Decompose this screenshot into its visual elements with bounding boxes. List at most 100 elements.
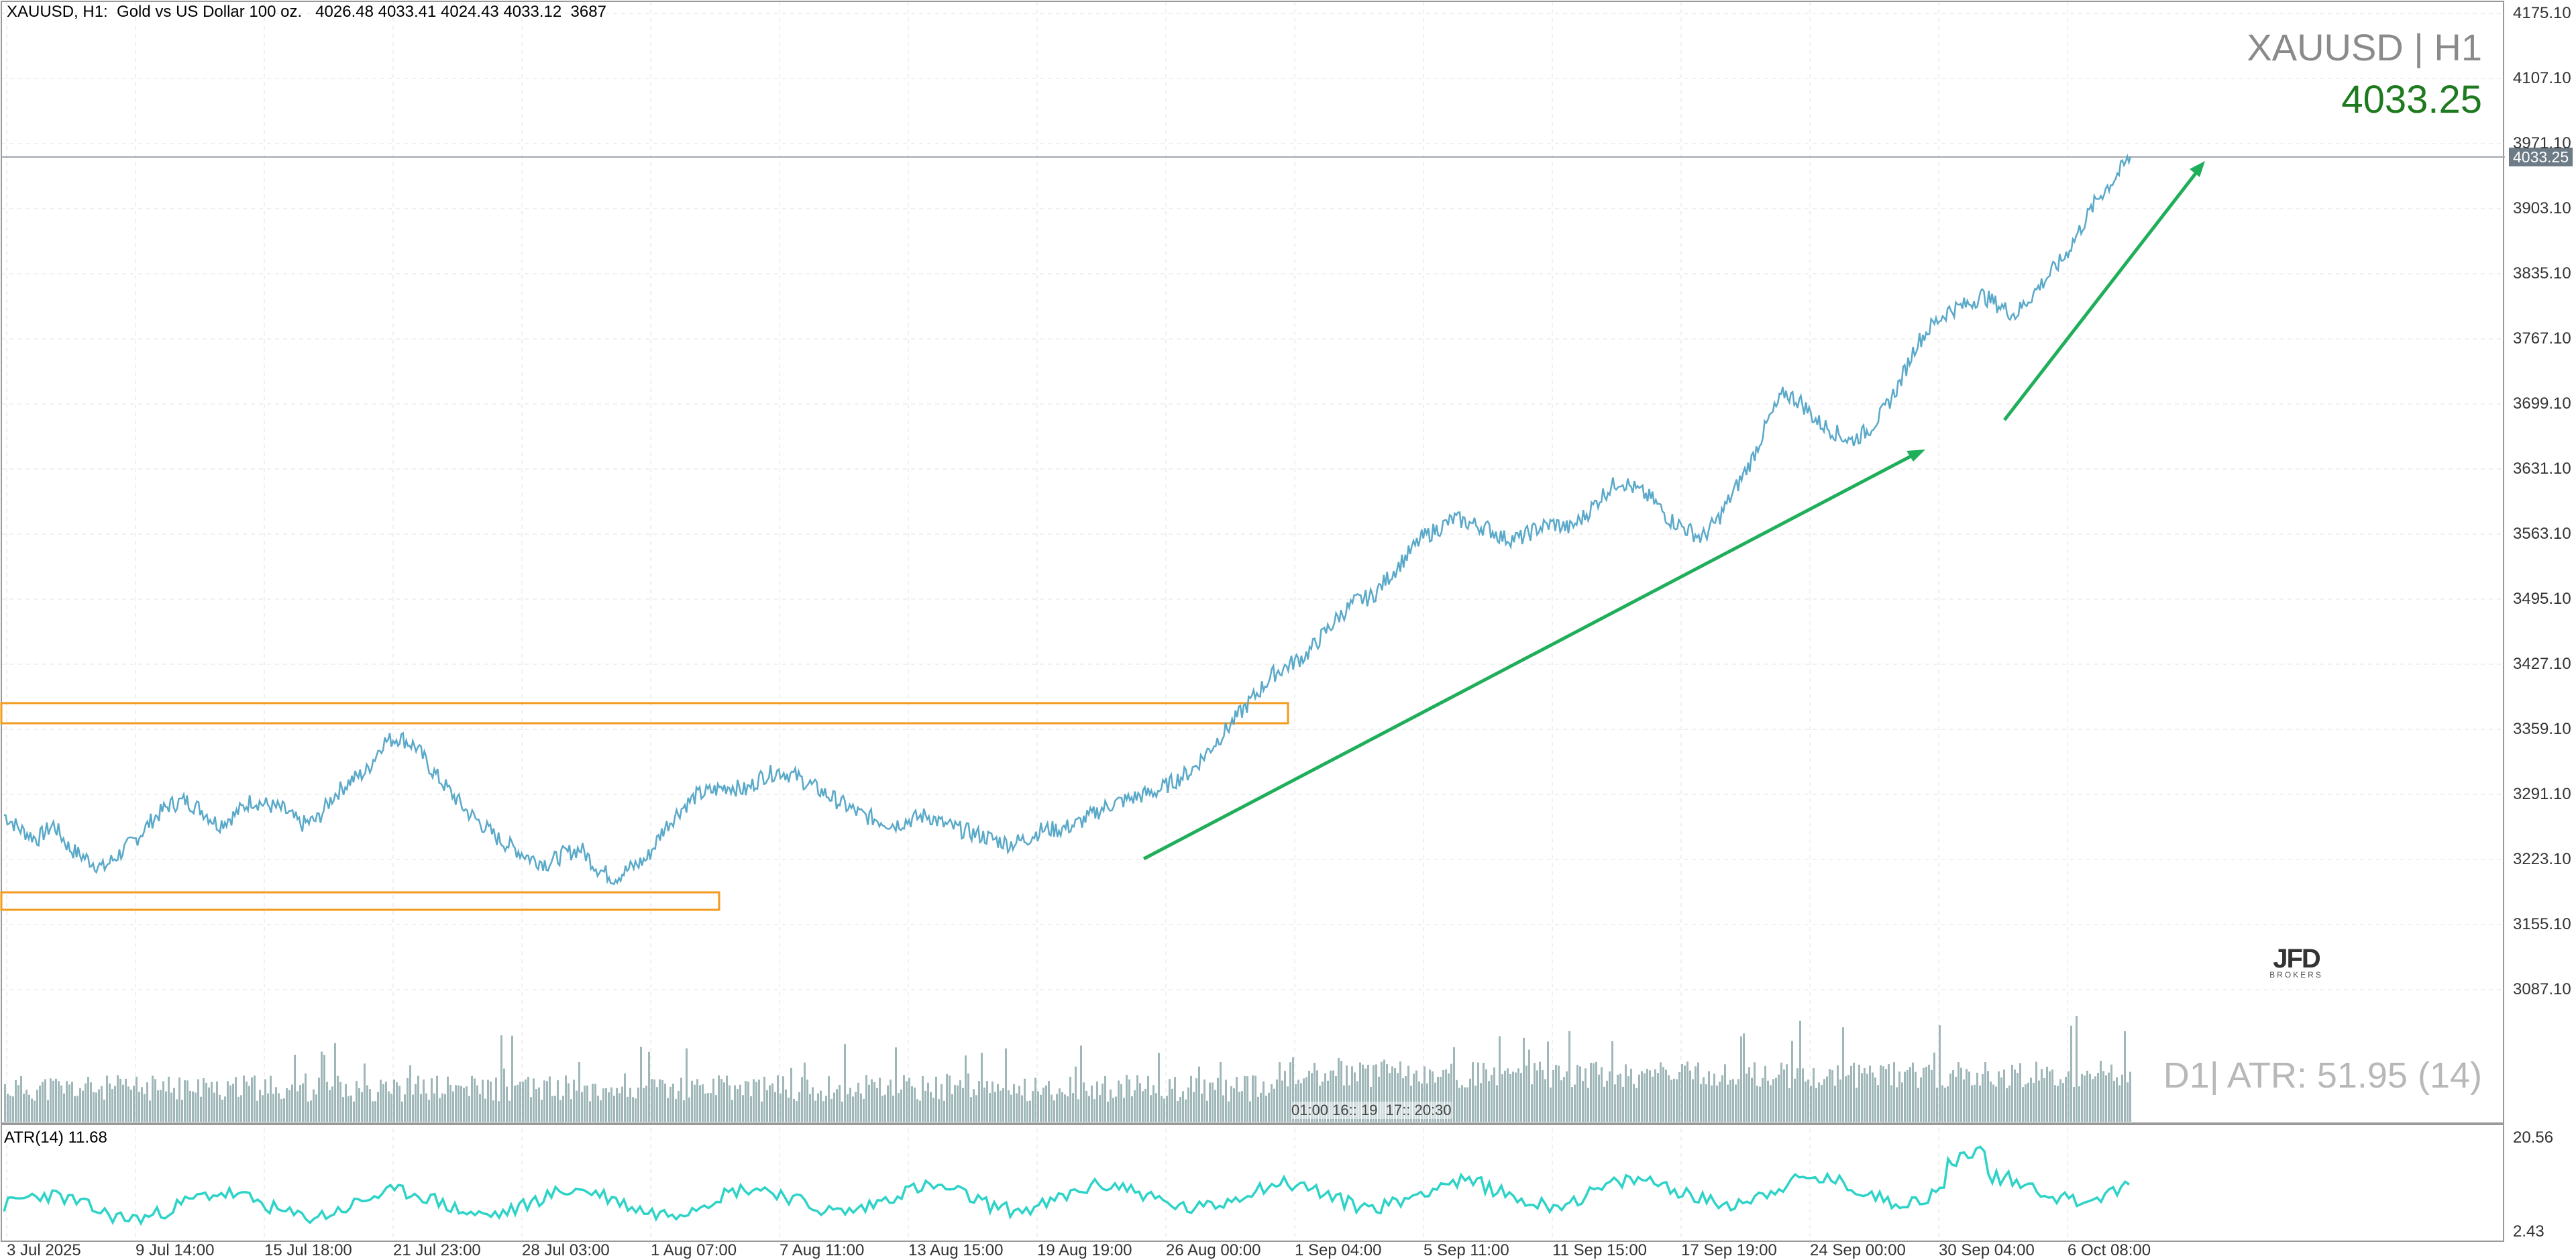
volume-bar xyxy=(967,1073,969,1122)
volume-bar xyxy=(127,1086,129,1122)
trend-arrow-1[interactable] xyxy=(1142,450,1925,861)
volume-bar xyxy=(1069,1076,1071,1122)
volume-bar xyxy=(492,1100,494,1122)
volume-bar xyxy=(1941,1085,1943,1122)
indicator-panel-border xyxy=(1,1124,2504,1242)
volume-bar xyxy=(962,1088,964,1122)
volume-bar xyxy=(447,1076,449,1122)
volume-bar xyxy=(710,1093,712,1122)
volume-bar xyxy=(272,1094,274,1122)
volume-bar xyxy=(2057,1086,2059,1122)
volume-bar xyxy=(1625,1064,1627,1122)
volume-bar xyxy=(1174,1077,1176,1122)
volume-bar xyxy=(1603,1086,1605,1122)
logo-subtext: BROKERS xyxy=(2269,970,2323,980)
volume-bar xyxy=(1531,1084,1533,1122)
volume-bar xyxy=(476,1085,478,1122)
volume-bar xyxy=(581,1092,583,1122)
price-axis-tick: 3903.10 xyxy=(2513,199,2571,217)
volume-bar xyxy=(1179,1096,1181,1122)
volume-bar xyxy=(860,1093,862,1122)
volume-bar xyxy=(1767,1080,1769,1122)
volume-bar xyxy=(1960,1067,1962,1122)
volume-bar xyxy=(943,1100,945,1122)
volume-bar xyxy=(715,1095,717,1122)
support-zone[interactable] xyxy=(0,891,720,911)
volume-bar xyxy=(1128,1079,1130,1122)
volume-bar xyxy=(1689,1070,1691,1122)
volume-bar xyxy=(1474,1086,1477,1122)
volume-bar xyxy=(1284,1071,1286,1122)
volume-bar xyxy=(1182,1091,1184,1122)
trend-arrow-2[interactable] xyxy=(2003,161,2205,421)
volume-bar xyxy=(1705,1084,1707,1122)
volume-bar xyxy=(500,1035,502,1122)
volume-bar xyxy=(1772,1079,1774,1122)
price-axis-tick: 3155.10 xyxy=(2513,915,2571,933)
volume-bar xyxy=(898,1093,900,1122)
volume-bars xyxy=(4,1016,2131,1122)
volume-bar xyxy=(2014,1069,2016,1122)
volume-bar xyxy=(87,1076,89,1122)
volume-bar xyxy=(211,1082,213,1122)
volume-bar xyxy=(1279,1062,1281,1122)
volume-bar xyxy=(15,1080,17,1122)
volume-bar xyxy=(2051,1069,2053,1122)
volume-bar xyxy=(712,1078,714,1122)
volume-bar xyxy=(1198,1066,1200,1122)
volume-bar xyxy=(919,1100,921,1122)
volume-bar xyxy=(425,1093,427,1122)
volume-bar xyxy=(530,1097,532,1122)
volume-bar xyxy=(1056,1094,1058,1122)
volume-bar xyxy=(1464,1087,1466,1122)
volume-bar xyxy=(1955,1076,1957,1122)
volume-bar xyxy=(1195,1078,1197,1122)
volume-bar xyxy=(814,1100,816,1122)
volume-bar xyxy=(401,1101,403,1122)
volume-bar xyxy=(2059,1079,2061,1122)
volume-bar xyxy=(1480,1083,1482,1122)
resistance-zone[interactable] xyxy=(0,702,1289,725)
volume-bar xyxy=(1995,1086,1997,1122)
price-series-line xyxy=(3,153,2132,886)
volume-bar xyxy=(519,1082,521,1122)
volume-bar xyxy=(1649,1070,1651,1122)
volume-bar xyxy=(278,1093,280,1122)
volume-bar xyxy=(404,1094,406,1122)
volume-bar xyxy=(1359,1062,1361,1122)
volume-bar xyxy=(946,1073,948,1122)
volume-bar xyxy=(474,1078,476,1122)
volume-bar xyxy=(1590,1063,1592,1122)
volume-bar xyxy=(648,1051,650,1122)
volume-bar xyxy=(2043,1078,2045,1122)
volume-bar xyxy=(1042,1088,1044,1122)
volume-bar xyxy=(541,1100,543,1122)
volume-bar xyxy=(1203,1079,1205,1122)
volume-bar xyxy=(2065,1076,2067,1122)
volume-bar xyxy=(1112,1098,1114,1122)
volume-bar xyxy=(7,1094,9,1122)
volume-bar xyxy=(458,1085,460,1122)
volume-bar xyxy=(42,1082,44,1122)
volume-bar xyxy=(2003,1069,2005,1122)
volume-bar xyxy=(141,1087,143,1122)
volume-bar xyxy=(1676,1079,1678,1122)
volume-bar xyxy=(63,1093,65,1122)
volume-bar xyxy=(1515,1072,1517,1122)
volume-bar xyxy=(763,1076,765,1122)
volume-bar xyxy=(774,1092,776,1122)
volume-bar xyxy=(911,1086,913,1122)
volume-bar xyxy=(47,1100,49,1122)
session-times-label: 01:00 16:: 19 17:: 20:30 xyxy=(1291,1102,1452,1119)
volume-bar xyxy=(1925,1066,1927,1122)
volume-bar xyxy=(1209,1082,1211,1122)
volume-bar xyxy=(1912,1062,1914,1122)
volume-bar xyxy=(503,1068,505,1122)
volume-bar xyxy=(149,1100,151,1122)
volume-bar xyxy=(527,1076,529,1122)
volume-bar xyxy=(1091,1086,1093,1122)
volume-bar xyxy=(1072,1093,1074,1122)
volume-bar xyxy=(1126,1075,1128,1122)
volume-bar xyxy=(1595,1061,1597,1122)
